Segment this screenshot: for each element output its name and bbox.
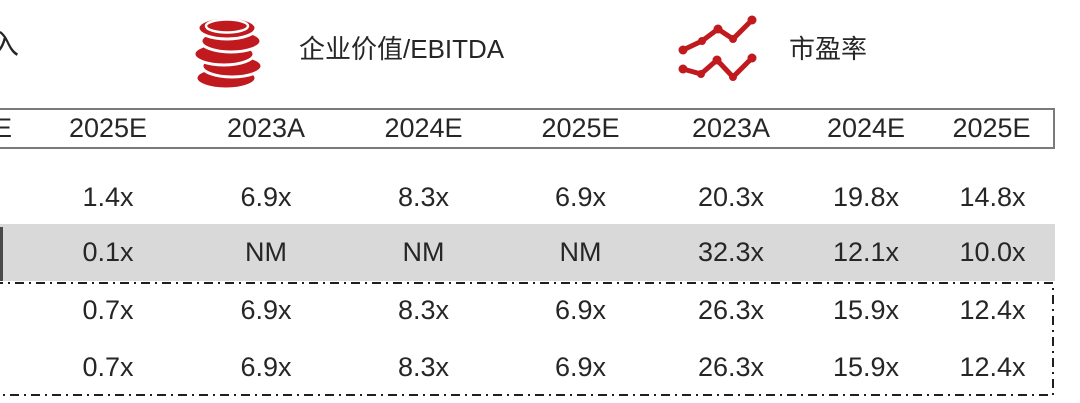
table-cell: 0.7x <box>82 352 134 382</box>
table-row-highlighted: 0.1x NM NM NM 32.3x 12.1x 10.0x <box>0 224 1055 281</box>
table-cell: 19.8x <box>832 182 900 212</box>
column-header: 2024E <box>826 113 906 143</box>
table-cell: 12.1x <box>832 237 900 267</box>
table-cell: 15.9x <box>832 295 900 325</box>
column-header: 2025E <box>68 113 148 143</box>
table-cell: NM <box>559 237 602 267</box>
table-cell-cropped <box>0 149 30 224</box>
table-cell: 10.0x <box>959 237 1026 267</box>
table-cell: 8.3x <box>397 295 450 325</box>
table-cell: 12.4x <box>959 352 1026 382</box>
legend-revenue-label-partial: 入 <box>0 29 20 60</box>
line-chart-icon <box>678 15 757 81</box>
table-cell: 6.9x <box>554 295 607 325</box>
table-cell: 6.9x <box>240 295 292 325</box>
table-cell: 6.9x <box>554 352 607 382</box>
table-cell-cropped <box>0 224 30 281</box>
table-cell: 20.3x <box>697 182 765 212</box>
table-row: 0.7x 6.9x 8.3x 6.9x 26.3x 15.9x 12.4x <box>0 281 1055 340</box>
table-header-partial-fragment: E <box>0 113 13 143</box>
table-cell: 26.3x <box>697 295 765 325</box>
table-cell: 6.9x <box>240 182 292 212</box>
table-cell-cropped <box>0 281 30 340</box>
column-header: 2025E <box>541 113 620 143</box>
table-cell: 8.3x <box>397 352 450 382</box>
table-cell: 14.8x <box>959 182 1026 212</box>
table-cell: 8.3x <box>397 182 450 212</box>
column-header: 2025E <box>952 113 1031 143</box>
table-cell: 12.4x <box>959 295 1026 325</box>
coins-icon <box>193 15 264 91</box>
table-body: 1.4x 6.9x 8.3x 6.9x 20.3x 19.8x 14.8x 0.1x NM NM N… <box>0 149 1055 395</box>
table-cell: NM <box>245 237 287 267</box>
cropped-cell-edge <box>0 227 3 281</box>
table-row: 1.4x 6.9x 8.3x 6.9x 20.3x 19.8x 14.8x <box>0 149 1055 224</box>
table-cell: 0.1x <box>82 237 134 267</box>
table-cell-cropped <box>0 340 30 395</box>
table-cell: 6.9x <box>240 352 292 382</box>
table-cell: 1.4x <box>82 182 134 212</box>
legend-ev-ebitda-label: 企业价值/EBITDA <box>299 34 505 64</box>
valuation-table: E 2025E 2023A 2024E 2025E 2023A 2024E 2025E 1.… <box>0 108 1055 395</box>
table-cell: NM <box>402 237 445 267</box>
table-cell: 26.3x <box>697 352 765 382</box>
table-cell: 15.9x <box>832 352 900 382</box>
legend-pe-label: 市盈率 <box>789 34 868 64</box>
table-cell: 6.9x <box>554 182 607 212</box>
column-header: 2023A <box>226 113 306 143</box>
table-cell: 0.7x <box>82 295 134 325</box>
table-cell: 32.3x <box>697 237 765 267</box>
column-header: 2023A <box>691 113 771 143</box>
table-row: 0.7x 6.9x 8.3x 6.9x 26.3x 15.9x 12.4x <box>0 340 1055 395</box>
column-header: 2024E <box>384 113 463 143</box>
table-header-row: E 2025E 2023A 2024E 2025E 2023A 2024E 2025E <box>0 108 1055 149</box>
